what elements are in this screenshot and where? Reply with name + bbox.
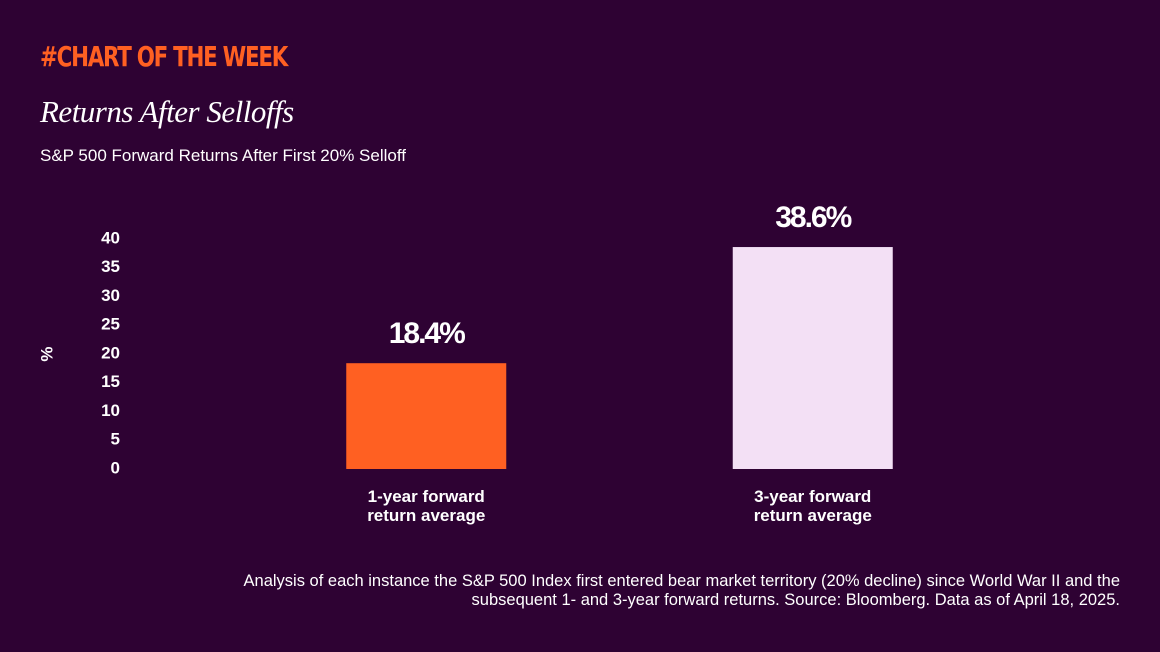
y-tick-label: 40 [101,228,120,247]
x-tick-label: 1-year forward return average [367,487,486,525]
value-label: 38.6% [775,201,851,234]
value-label: 18.4% [389,317,465,350]
y-tick-label: 20 [101,343,120,362]
y-axis-label: % [37,346,56,361]
chart-subtitle: S&P 500 Forward Returns After First 20% … [40,146,406,165]
kicker: #CHART OF THE WEEK [40,40,288,73]
bar [346,363,507,469]
x-tick-label: 3-year forward return average [753,487,872,525]
chart-title: Returns After Selloffs [40,94,294,129]
y-tick-label: 25 [101,315,120,334]
chart-note: Analysis of each instance the S&P 500 In… [243,572,1120,609]
bar [732,247,893,469]
y-tick-label: 5 [111,430,120,449]
y-tick-label: 0 [111,458,120,477]
y-tick-label: 15 [101,372,120,391]
y-tick-label: 10 [101,401,120,420]
y-tick-label: 30 [101,286,120,305]
y-tick-label: 35 [101,257,120,276]
